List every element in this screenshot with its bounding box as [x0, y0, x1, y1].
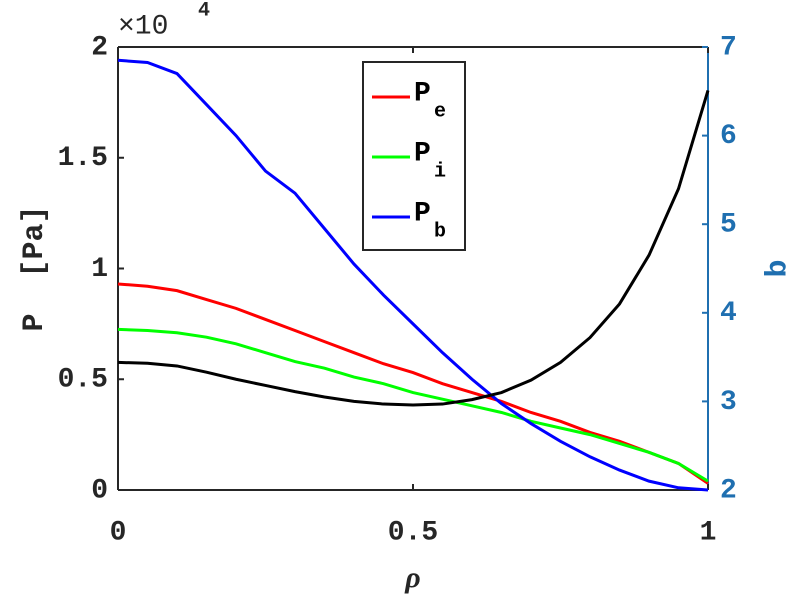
data-line: [117, 58, 709, 492]
y2-tick-label: 2: [720, 475, 737, 506]
legend-label-sub: i: [434, 160, 446, 183]
data-line: [117, 327, 709, 483]
legend-label: P: [414, 198, 431, 229]
y-tick-label: 0: [91, 475, 108, 506]
y-tick-label: 0.5: [58, 365, 108, 396]
x-tick-label: 0.5: [388, 517, 438, 548]
legend-label-sub: e: [434, 100, 446, 123]
y-tick-label: 2: [91, 32, 108, 63]
x-axis-label: ρ: [404, 561, 420, 594]
y2-tick-label: 6: [720, 121, 737, 152]
y2-tick-label: 7: [720, 32, 737, 63]
y-multiplier: ×10: [118, 11, 168, 42]
y-axis-label: P [Pa]: [18, 205, 52, 331]
data-line: [117, 89, 710, 407]
y2-tick-label: 5: [720, 210, 737, 241]
data-line: [117, 282, 709, 485]
legend-label: P: [414, 78, 431, 109]
x-tick-label: 0: [110, 517, 127, 548]
y-tick-label: 1: [91, 254, 108, 285]
y-tick-label: 1.5: [58, 143, 108, 174]
y2-tick-label: 3: [720, 387, 737, 418]
y2-tick-label: 4: [720, 298, 737, 329]
y-multiplier-exp: 4: [198, 0, 210, 22]
y2-axis-label: q: [760, 259, 794, 277]
legend-label-sub: b: [434, 220, 446, 243]
x-tick-label: 1: [700, 517, 717, 548]
legend-label: P: [414, 138, 431, 169]
